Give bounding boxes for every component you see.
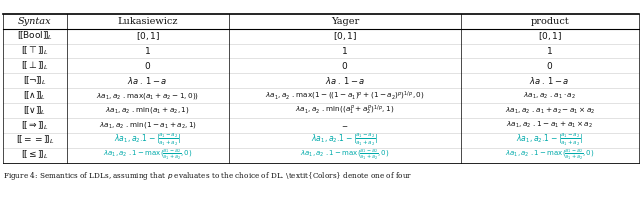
Text: Yager: Yager — [331, 17, 359, 26]
Text: $\lambda a_1, a_2\;.1 - \max(\frac{a_1 - a_2}{a_1 + a_2}, 0)$: $\lambda a_1, a_2\;.1 - \max(\frac{a_1 -… — [300, 148, 390, 162]
Text: product: product — [531, 17, 569, 26]
Text: Syntax: Syntax — [18, 17, 52, 26]
Text: $\lambda a_1, a_2.1 - |\frac{a_1 - a_2}{a_1 + a_2}|$: $\lambda a_1, a_2.1 - |\frac{a_1 - a_2}{… — [311, 132, 378, 148]
Text: $-$: $-$ — [341, 121, 348, 129]
Text: $\lambda a_1, a_2\;.\,1 - a_1 + a_1 \times a_2$: $\lambda a_1, a_2\;.\,1 - a_1 + a_1 \tim… — [506, 120, 593, 130]
Text: $0$: $0$ — [546, 60, 554, 71]
Text: $\lambda a_1, a_2\;.\,\min(1 - a_1 + a_2, 1)$: $\lambda a_1, a_2\;.\,\min(1 - a_1 + a_2… — [99, 120, 197, 130]
Text: $0$: $0$ — [341, 60, 348, 71]
Text: $\lambda a_1, a_2\;.\,\min(a_1 + a_2, 1)$: $\lambda a_1, a_2\;.\,\min(a_1 + a_2, 1)… — [106, 105, 190, 115]
Text: $\lambda a_1, a_2\;.\,a_1 \cdot a_2$: $\lambda a_1, a_2\;.\,a_1 \cdot a_2$ — [524, 90, 576, 101]
Text: $\lambda a_1, a_2\;.\,a_1 + a_2 - a_1 \times a_2$: $\lambda a_1, a_2\;.\,a_1 + a_2 - a_1 \t… — [504, 105, 595, 116]
Text: $\lambda a\;.\,1 - a$: $\lambda a\;.\,1 - a$ — [324, 75, 365, 86]
Text: $1$: $1$ — [547, 46, 553, 57]
Text: $[\![\wedge]\!]_L$: $[\![\wedge]\!]_L$ — [24, 89, 47, 102]
Text: Lukasiewicz: Lukasiewicz — [118, 17, 178, 26]
Text: Figure 4: Semantics of LDLs, assuming that $p$ evaluates to the choice of DL. \t: Figure 4: Semantics of LDLs, assuming th… — [3, 170, 413, 182]
Text: $[0, 1]$: $[0, 1]$ — [333, 30, 357, 42]
Text: $[\![\bot]\!]_L$: $[\![\bot]\!]_L$ — [21, 60, 49, 72]
Text: $[\![\Rightarrow]\!]_L$: $[\![\Rightarrow]\!]_L$ — [21, 119, 49, 132]
Text: $\lambda a\;.\,1 - a$: $\lambda a\;.\,1 - a$ — [127, 75, 168, 86]
Text: $[\![\mathrm{Bool}]\!]_L$: $[\![\mathrm{Bool}]\!]_L$ — [17, 30, 53, 42]
Text: $\lambda a_1, a_2\;.1 - \max(\frac{a_1 - a_2}{a_1 + a_2}, 0)$: $\lambda a_1, a_2\;.1 - \max(\frac{a_1 -… — [505, 148, 595, 162]
Text: $[\![\neg]\!]_L$: $[\![\neg]\!]_L$ — [23, 74, 47, 87]
Text: $[0, 1]$: $[0, 1]$ — [136, 30, 160, 42]
Text: $\lambda a\;.\,1 - a$: $\lambda a\;.\,1 - a$ — [529, 75, 570, 86]
Text: $\lambda a_1, a_2.1 - |\frac{a_1 - a_2}{a_1 + a_2}|$: $\lambda a_1, a_2.1 - |\frac{a_1 - a_2}{… — [114, 132, 182, 148]
Text: $\lambda a_1, a_2\;.1 - \max(\frac{a_1 - a_2}{a_1 + a_2}, 0)$: $\lambda a_1, a_2\;.1 - \max(\frac{a_1 -… — [103, 148, 193, 162]
Text: $1$: $1$ — [341, 46, 348, 57]
Text: $0$: $0$ — [144, 60, 151, 71]
Text: $1$: $1$ — [144, 46, 151, 57]
Text: $\lambda a_1, a_2\;.\,\max(1 - ((1-a_1)^p + (1-a_2)^p)^{1/p}, 0)$: $\lambda a_1, a_2\;.\,\max(1 - ((1-a_1)^… — [265, 89, 424, 102]
Text: $[0, 1]$: $[0, 1]$ — [538, 30, 562, 42]
Text: $[\![\leq]\!]_L$: $[\![\leq]\!]_L$ — [21, 149, 49, 161]
Text: $\lambda a_1, a_2\;.\,\min((a_1^p + a_2^p)^{1/p}, 1)$: $\lambda a_1, a_2\;.\,\min((a_1^p + a_2^… — [295, 104, 394, 117]
Text: $[\![\top]\!]_L$: $[\![\top]\!]_L$ — [21, 45, 49, 57]
Text: $[\![\vee]\!]_L$: $[\![\vee]\!]_L$ — [24, 104, 47, 117]
Text: $\lambda a_1, a_2\;.\,\max(a_1 + a_2 - 1, 0))$: $\lambda a_1, a_2\;.\,\max(a_1 + a_2 - 1… — [96, 91, 199, 101]
Text: $\lambda a_1, a_2.1 - |\frac{a_1 - a_2}{a_1 + a_2}|$: $\lambda a_1, a_2.1 - |\frac{a_1 - a_2}{… — [516, 132, 584, 148]
Text: $[\![{=}{=}]\!]_L$: $[\![{=}{=}]\!]_L$ — [16, 134, 54, 146]
